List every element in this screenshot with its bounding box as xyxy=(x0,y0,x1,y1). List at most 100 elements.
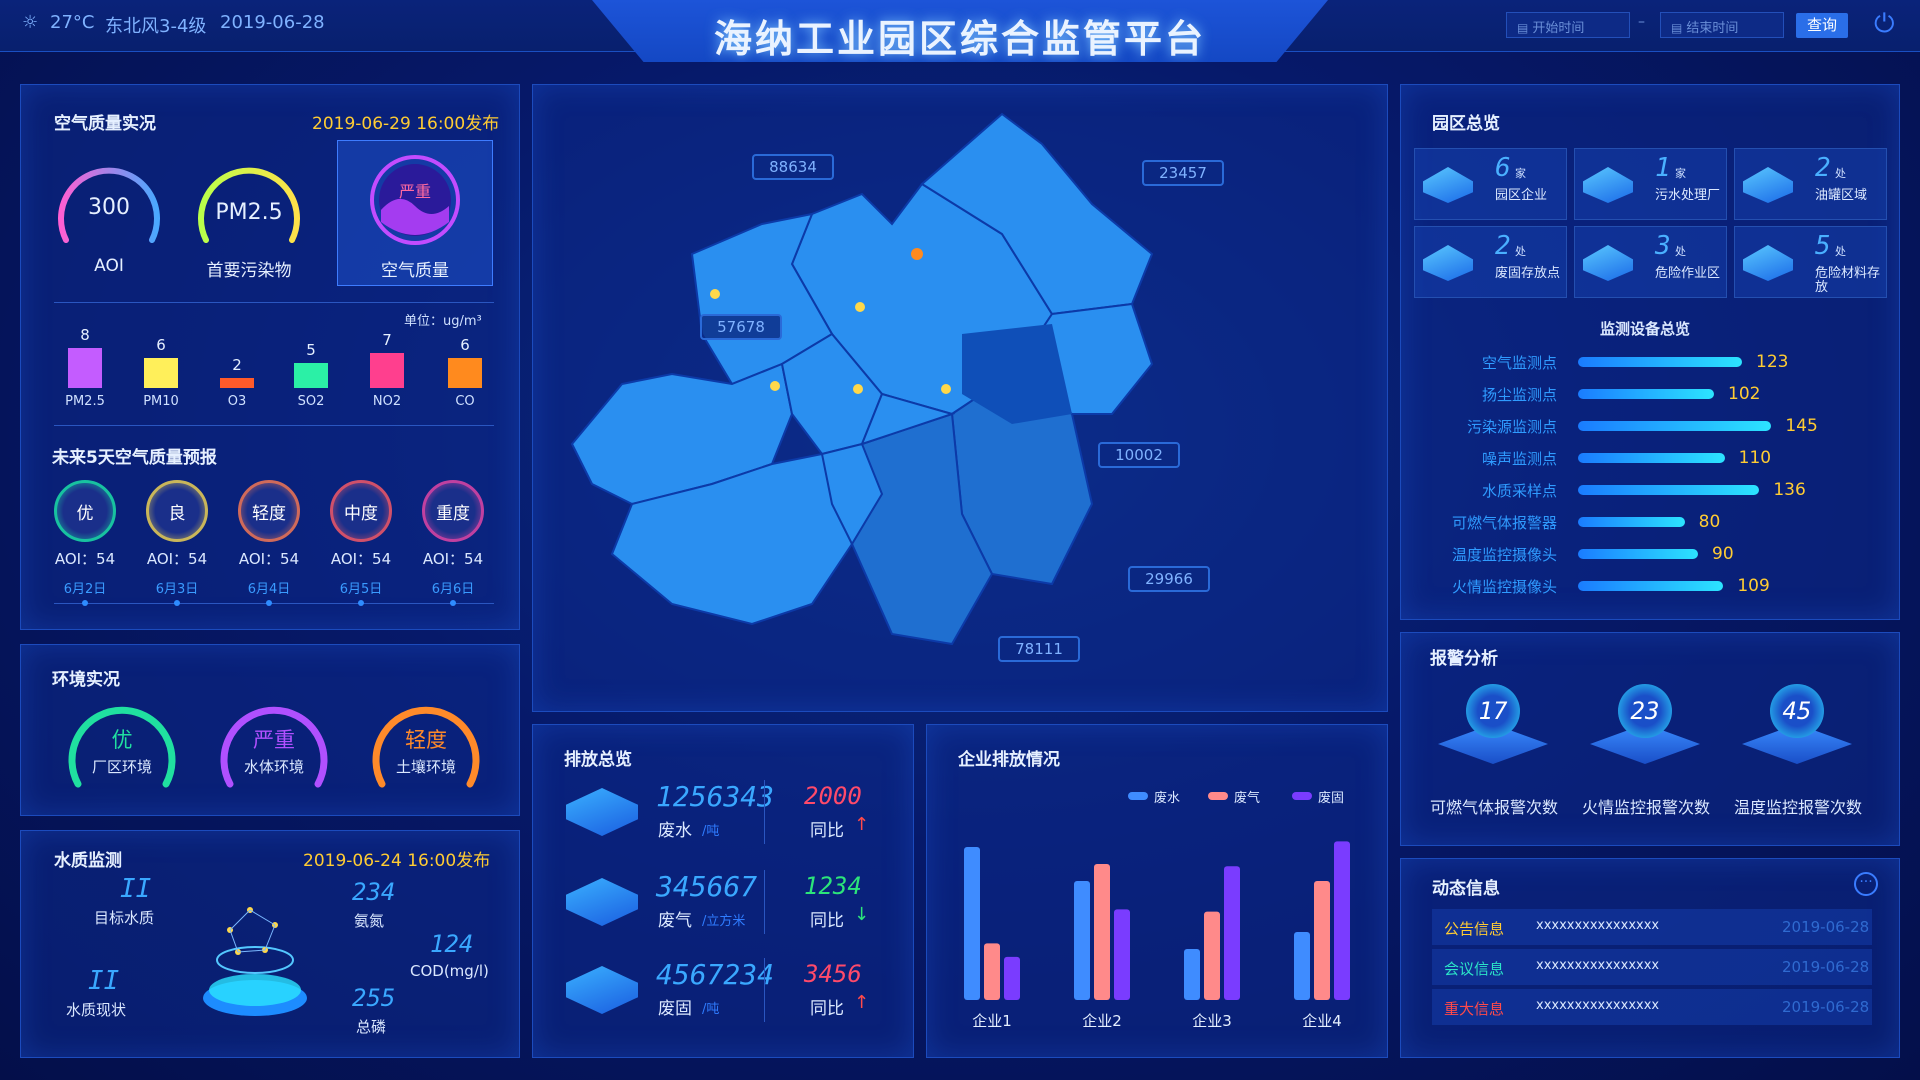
forecast-date: 6月4日 xyxy=(247,582,291,597)
emission-yoy-label: 同比 xyxy=(810,999,844,1019)
emission-yoy-value: 3456 xyxy=(804,960,862,988)
enterprise-title: 企业排放情况 xyxy=(958,750,1060,770)
chart-bar xyxy=(1334,841,1350,1000)
more-icon[interactable]: ··· xyxy=(1854,872,1878,896)
end-time-placeholder: 结束时间 xyxy=(1686,21,1739,36)
park-stat-name: 油罐区域 xyxy=(1815,188,1868,203)
monitor-bar xyxy=(1578,549,1698,559)
chart-bar xyxy=(1114,909,1130,1000)
divider xyxy=(764,870,765,934)
forecast-date: 6月5日 xyxy=(339,582,383,597)
environment-name: 厂区环境 xyxy=(91,758,152,776)
monitor-label: 火情监控摄像头 xyxy=(1451,578,1557,596)
calendar-icon: ▤ xyxy=(1517,21,1529,35)
legend-swatch xyxy=(1292,792,1312,800)
park-stat-unit: 处 xyxy=(1835,245,1846,258)
emission-name: 废气 xyxy=(658,911,692,931)
monitor-bar xyxy=(1578,581,1724,591)
monitoring-title: 监测设备总览 xyxy=(1600,320,1691,338)
map-callout: 57678 xyxy=(700,314,782,340)
legend-label: 废气 xyxy=(1234,791,1261,806)
time-separator: – xyxy=(1638,14,1645,30)
environment-gauge xyxy=(372,706,480,788)
district-map[interactable] xyxy=(532,84,1388,712)
news-content: xxxxxxxxxxxxxxxx xyxy=(1536,918,1660,933)
water-title: 水质监测 xyxy=(54,851,122,871)
alarm-label: 温度监控报警次数 xyxy=(1733,798,1862,817)
building-icon xyxy=(1423,245,1473,281)
news-title: 动态信息 xyxy=(1432,879,1500,899)
park-stat-unit: 家 xyxy=(1515,167,1526,180)
title-banner: 海纳工业园区综合监管平台 xyxy=(592,0,1328,62)
arrow-down-icon: ↓ xyxy=(854,904,870,925)
forecast-level-badge: 优 xyxy=(54,480,116,542)
park-stat-card[interactable]: 6 家园区企业 xyxy=(1414,148,1567,220)
chart-category-label: 企业2 xyxy=(1082,1012,1122,1030)
end-time-input[interactable]: ▤ 结束时间 xyxy=(1660,12,1784,38)
park-stat-name: 园区企业 xyxy=(1495,188,1548,203)
water-published: 2019-06-24 16:00发布 xyxy=(303,851,491,871)
cod-label: COD(mg/l) xyxy=(410,962,489,980)
legend-swatch xyxy=(1208,792,1228,800)
chart-bar xyxy=(1204,911,1220,1000)
cod-value: 124 xyxy=(430,930,474,958)
building-icon xyxy=(1583,245,1633,281)
park-stat-card[interactable]: 2 处油罐区域 xyxy=(1734,148,1887,220)
environment-name: 水体环境 xyxy=(243,758,304,776)
chart-bar xyxy=(1314,881,1330,1000)
environment-name: 土壤环境 xyxy=(395,758,456,776)
park-stat-card[interactable]: 3 处危险作业区 xyxy=(1574,226,1727,298)
ammonia-value: 234 xyxy=(352,878,396,906)
phosphorus-label: 总磷 xyxy=(356,1018,387,1036)
park-stat-card[interactable]: 1 家污水处理厂 xyxy=(1574,148,1727,220)
legend-label: 废固 xyxy=(1318,791,1345,806)
temperature: 27°C xyxy=(50,12,95,33)
divider xyxy=(54,603,494,604)
map-callout: 88634 xyxy=(752,154,834,180)
pollutant-bar xyxy=(448,358,482,388)
monitor-bar xyxy=(1578,389,1714,399)
chart-bar xyxy=(1184,949,1200,1000)
chart-category-label: 企业1 xyxy=(972,1012,1012,1030)
wind: 东北风3-4级 xyxy=(105,16,207,37)
park-stat-unit: 处 xyxy=(1835,167,1846,180)
environment-level: 优 xyxy=(111,728,133,752)
forecast-date: 6月6日 xyxy=(431,582,475,597)
pollutant-name: SO2 xyxy=(297,394,325,409)
header-date: 2019-06-28 xyxy=(220,12,325,33)
park-stat-card[interactable]: 2 处废固存放点 xyxy=(1414,226,1567,298)
monitor-label: 温度监控摄像头 xyxy=(1451,546,1557,564)
building-icon xyxy=(1743,245,1793,281)
power-icon[interactable]: ⏻ xyxy=(1874,9,1895,39)
query-button[interactable]: 查询 xyxy=(1796,13,1848,38)
news-row[interactable]: 公告信息 xxxxxxxxxxxxxxxx 2019-06-28 xyxy=(1432,909,1872,945)
arrow-up-icon: ↑ xyxy=(854,992,870,1013)
aoi-label: AOI xyxy=(94,256,124,276)
pollutant-bar xyxy=(144,358,178,388)
divider xyxy=(764,958,765,1022)
emission-value: 345667 xyxy=(656,870,758,903)
forecast-level-badge: 良 xyxy=(146,480,208,542)
news-content: xxxxxxxxxxxxxxxx xyxy=(1536,998,1660,1013)
news-row[interactable]: 重大信息 xxxxxxxxxxxxxxxx 2019-06-28 xyxy=(1432,989,1872,1025)
park-stat-name: 废固存放点 xyxy=(1495,266,1561,281)
monitor-value: 80 xyxy=(1698,512,1721,532)
pollutant-value: PM2.5 xyxy=(215,200,283,225)
news-date: 2019-06-28 xyxy=(1782,918,1870,936)
divider xyxy=(764,780,765,844)
forecast-level-badge: 中度 xyxy=(330,480,392,542)
chart-category-label: 企业4 xyxy=(1302,1012,1342,1030)
monitor-label: 污染源监测点 xyxy=(1466,418,1557,436)
environment-level: 轻度 xyxy=(405,728,447,752)
park-stat-name: 危险材料存放 xyxy=(1815,266,1881,295)
pollutant-bar xyxy=(370,353,404,388)
news-row[interactable]: 会议信息 xxxxxxxxxxxxxxxx 2019-06-28 xyxy=(1432,949,1872,985)
pollutant-gauge xyxy=(198,167,300,243)
start-time-input[interactable]: ▤ 开始时间 xyxy=(1506,12,1630,38)
emission-title: 排放总览 xyxy=(564,750,632,770)
emission-yoy-label: 同比 xyxy=(810,821,844,841)
news-type: 会议信息 xyxy=(1444,960,1505,978)
divider xyxy=(54,425,494,426)
park-stat-card[interactable]: 5 处危险材料存放 xyxy=(1734,226,1887,298)
air-quality-title: 空气质量实况 xyxy=(54,114,156,134)
